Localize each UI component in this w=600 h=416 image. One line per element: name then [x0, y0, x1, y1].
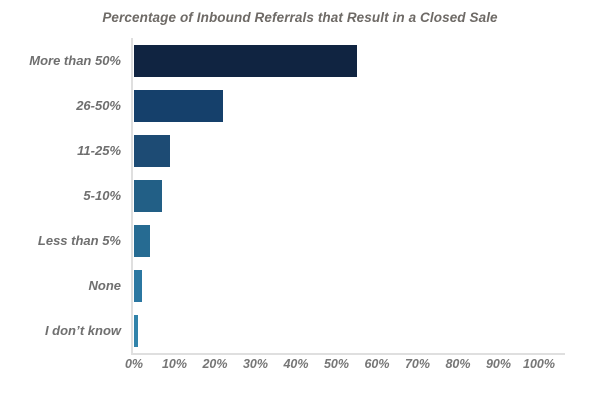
- chart-title: Percentage of Inbound Referrals that Res…: [102, 10, 498, 25]
- bar: [134, 89, 224, 122]
- category-label: More than 50%: [29, 53, 121, 68]
- x-tick-label: 0%: [124, 357, 144, 371]
- x-tick-label: 40%: [283, 357, 309, 371]
- category-label: None: [88, 278, 122, 293]
- y-axis-line: [131, 38, 133, 355]
- x-tick-label: 80%: [445, 357, 471, 371]
- x-tick-label: 20%: [202, 357, 228, 371]
- x-tick-label: 50%: [323, 357, 350, 371]
- x-tick-label: 30%: [242, 357, 269, 371]
- x-axis-line: [131, 353, 565, 355]
- x-tick-label: 90%: [485, 357, 512, 371]
- x-tick-label: 10%: [161, 357, 188, 371]
- category-label: I don’t know: [44, 323, 121, 338]
- category-label: 11-25%: [77, 143, 121, 158]
- bar: [134, 179, 163, 212]
- x-tick-label: 60%: [364, 357, 390, 371]
- category-label: Less than 5%: [37, 233, 121, 248]
- bar: [134, 134, 171, 167]
- bar: [134, 44, 357, 77]
- x-tick-label: 70%: [404, 357, 431, 371]
- bar: [134, 314, 139, 347]
- x-tick-label: 100%: [523, 357, 555, 371]
- category-label: 26-50%: [76, 98, 121, 113]
- bar: [134, 224, 151, 257]
- category-label: 5-10%: [83, 188, 121, 203]
- bar: [134, 269, 143, 302]
